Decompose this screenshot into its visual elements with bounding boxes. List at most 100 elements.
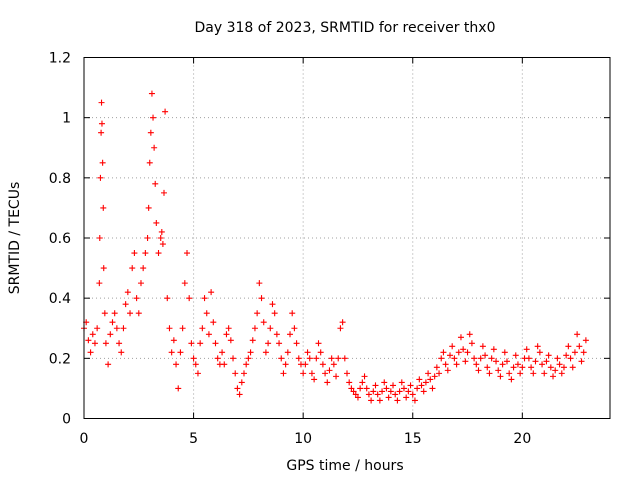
data-point	[99, 159, 106, 166]
data-point	[234, 385, 241, 392]
data-point	[528, 364, 535, 371]
data-point	[536, 349, 543, 356]
data-point	[157, 235, 164, 241]
data-point	[444, 367, 451, 374]
data-point	[116, 340, 123, 347]
data-point	[122, 301, 129, 308]
data-point	[273, 331, 280, 338]
data-point	[254, 310, 261, 317]
data-point	[94, 325, 101, 332]
data-point	[107, 331, 114, 338]
data-point	[152, 180, 159, 187]
data-point	[354, 394, 361, 401]
data-point	[578, 358, 585, 365]
data-point	[403, 394, 410, 401]
data-point	[324, 379, 331, 386]
data-point	[175, 385, 182, 392]
y-axis-label: SRMTID / TECUs	[7, 182, 23, 295]
data-point	[96, 235, 103, 241]
data-point	[398, 379, 405, 386]
data-point	[201, 295, 208, 302]
data-point	[293, 340, 300, 347]
y-tick-label: 0	[62, 412, 71, 428]
data-point	[188, 340, 195, 347]
data-point	[284, 349, 291, 356]
data-point	[582, 337, 589, 344]
data-point	[422, 379, 429, 386]
data-point	[339, 319, 346, 326]
data-point	[289, 310, 296, 317]
data-point	[102, 340, 109, 347]
data-point	[471, 355, 478, 362]
data-point	[184, 250, 191, 257]
data-point	[127, 310, 134, 317]
data-point	[414, 385, 421, 392]
data-point	[534, 343, 541, 350]
data-point	[352, 391, 359, 398]
data-point	[499, 361, 506, 368]
y-tick-label: 0.2	[49, 351, 71, 367]
data-point	[514, 361, 521, 368]
data-point	[267, 325, 274, 332]
data-point	[210, 319, 217, 326]
data-point	[87, 349, 94, 356]
data-point	[407, 382, 414, 389]
data-point	[574, 331, 581, 338]
data-point	[225, 325, 232, 332]
data-point	[278, 355, 285, 362]
data-point	[346, 379, 353, 386]
data-point	[311, 376, 318, 383]
data-point	[427, 376, 434, 383]
data-point	[100, 265, 107, 272]
data-point	[129, 265, 136, 272]
data-point	[145, 204, 152, 211]
data-point	[431, 373, 438, 380]
data-point	[394, 397, 401, 404]
data-point	[576, 343, 583, 350]
chart-title: Day 318 of 2023, SRMTID for receiver thx…	[195, 20, 496, 36]
data-point	[357, 385, 364, 392]
data-point	[89, 331, 96, 338]
data-point	[473, 361, 480, 368]
data-point	[212, 340, 219, 347]
data-point	[363, 385, 370, 392]
data-point	[545, 352, 552, 359]
data-point	[258, 295, 265, 302]
data-point	[477, 355, 484, 362]
x-tick-labels: 0 5 10 15 20	[80, 431, 532, 447]
x-tick-label: 5	[189, 431, 198, 447]
data-point	[317, 349, 324, 356]
y-tick-labels: 0 0.2 0.4 0.6 0.8 1 1.2	[49, 51, 71, 428]
data-point	[560, 364, 567, 371]
data-point	[532, 358, 539, 365]
data-point	[495, 367, 502, 374]
data-point	[190, 355, 197, 362]
data-point	[322, 370, 329, 377]
data-point	[177, 349, 184, 356]
data-point	[390, 382, 397, 389]
data-point	[147, 129, 154, 136]
data-point	[194, 370, 201, 377]
data-point	[466, 331, 473, 338]
data-point	[238, 379, 245, 386]
data-point	[376, 397, 383, 404]
data-point	[223, 331, 230, 338]
data-point	[230, 355, 237, 362]
data-point	[118, 349, 125, 356]
data-point	[464, 349, 471, 356]
data-point	[429, 385, 436, 392]
x-tick-label: 15	[404, 431, 422, 447]
data-point	[447, 352, 454, 359]
data-point	[282, 361, 289, 368]
data-point	[96, 280, 103, 287]
data-point	[173, 361, 180, 368]
data-point	[168, 349, 175, 356]
data-point	[142, 250, 149, 257]
data-point	[519, 364, 526, 371]
data-point	[335, 355, 342, 362]
data-point	[109, 319, 116, 326]
x-tick-label: 10	[294, 431, 312, 447]
data-point	[381, 379, 388, 386]
data-point	[236, 391, 243, 398]
y-tick-label: 0.8	[49, 171, 71, 187]
